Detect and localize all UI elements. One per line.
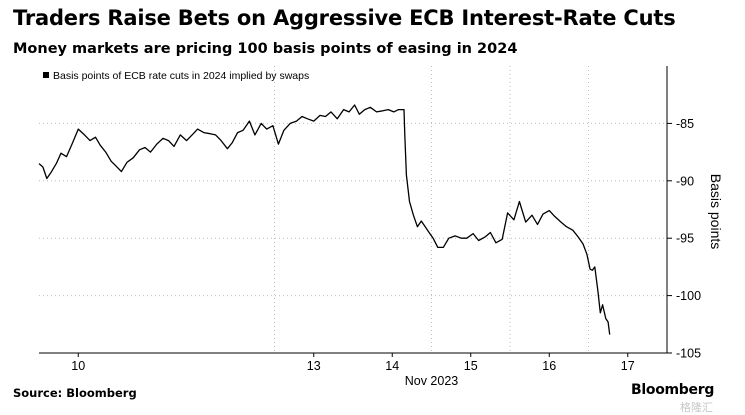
x-tick-label: 16 <box>542 359 556 373</box>
legend: Basis points of ECB rate cuts in 2024 im… <box>43 70 309 82</box>
chart-subtitle: Money markets are pricing 100 basis poin… <box>13 41 518 57</box>
x-axis-title: Nov 2023 <box>405 374 459 388</box>
series-line <box>38 104 611 335</box>
y-tick-label: -85 <box>676 117 694 131</box>
y-tick-label: -90 <box>676 174 694 188</box>
bloomberg-logo: Bloomberg <box>631 382 715 398</box>
series-layer <box>38 104 611 335</box>
source-note: Source: Bloomberg <box>13 386 137 400</box>
x-tick-label: 13 <box>307 359 321 373</box>
x-tick-label: 14 <box>385 359 399 373</box>
legend-label: Basis points of ECB rate cuts in 2024 im… <box>53 70 309 82</box>
y-tick-label: -105 <box>676 347 701 361</box>
axes: -85 -90 -95 -100 -105 Basis points 10 13 14 15 16 1… <box>39 66 724 388</box>
y-tick-label: -95 <box>676 232 694 246</box>
y-tick-label: -100 <box>676 289 701 303</box>
x-tick-label: 17 <box>621 359 635 373</box>
x-tick-label: 10 <box>71 359 85 373</box>
watermark: 格隆汇 <box>680 401 713 414</box>
chart-title: Traders Raise Bets on Aggressive ECB Int… <box>13 6 676 30</box>
gridlines <box>39 66 667 353</box>
legend-swatch <box>43 72 49 78</box>
x-tick-label: 15 <box>464 359 478 373</box>
y-axis-title: Basis points <box>708 174 724 249</box>
